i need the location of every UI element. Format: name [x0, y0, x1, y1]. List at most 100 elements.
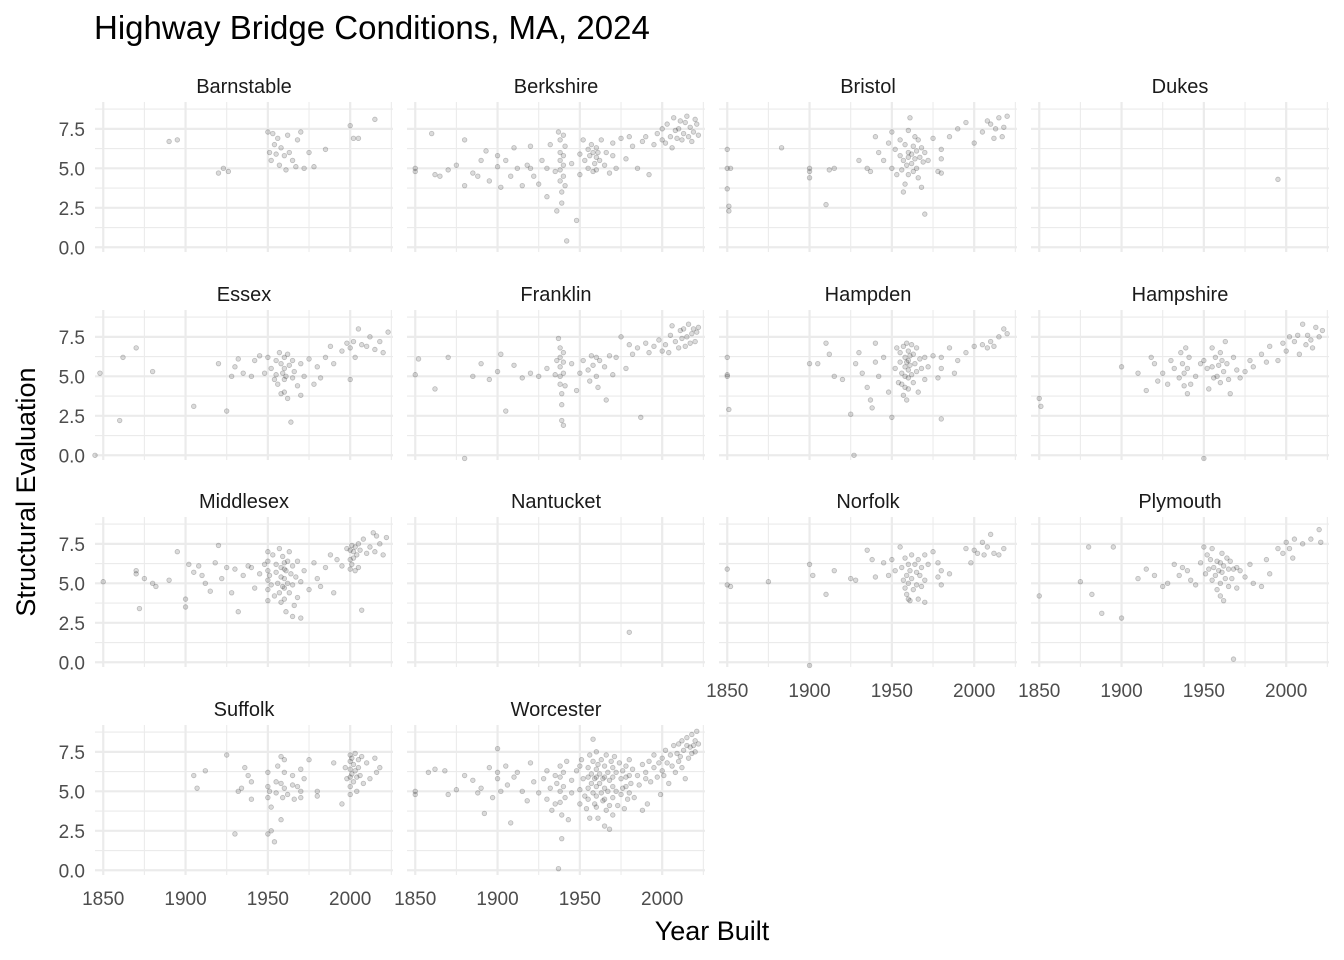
data-point [347, 783, 353, 790]
data-point [273, 151, 279, 157]
data-point [347, 547, 353, 553]
data-point [593, 749, 600, 755]
data-point [913, 582, 920, 588]
data-point [907, 567, 913, 574]
data-point [372, 755, 378, 761]
data-point [1267, 343, 1273, 350]
data-point [603, 397, 609, 403]
data-point [1135, 370, 1141, 376]
data-point [281, 757, 288, 763]
data-point [955, 357, 961, 364]
data-point [938, 416, 944, 422]
data-point [667, 752, 674, 758]
data-point [283, 609, 289, 615]
data-point [903, 572, 910, 579]
data-point [552, 772, 558, 779]
data-point [639, 138, 646, 145]
data-point [1118, 364, 1125, 370]
facet-label: Dukes [1152, 76, 1209, 98]
data-point [100, 579, 106, 585]
data-point [724, 354, 730, 361]
data-point [355, 135, 362, 142]
facet-label: Hampshire [1132, 284, 1229, 306]
data-point [587, 815, 593, 821]
data-point [623, 783, 629, 790]
data-point [527, 760, 534, 766]
data-point [826, 167, 833, 173]
data-point [415, 356, 422, 362]
data-point [461, 455, 468, 462]
data-point [252, 585, 258, 591]
panel-berkshire: Berkshire [407, 76, 705, 252]
data-point [984, 544, 991, 550]
y-tick-label: 7.5 [59, 743, 85, 764]
data-point [593, 154, 600, 160]
data-point [1197, 560, 1204, 566]
data-point [979, 539, 986, 545]
data-point [504, 782, 511, 788]
data-point [593, 774, 600, 780]
data-point [679, 764, 685, 771]
data-point [273, 790, 279, 796]
data-point [554, 357, 560, 364]
data-point [634, 165, 641, 172]
data-point [557, 167, 563, 173]
data-point [922, 376, 928, 383]
data-point [166, 577, 172, 583]
data-point [544, 796, 550, 802]
data-point [289, 772, 296, 779]
data-point [913, 345, 920, 351]
data-point [912, 561, 918, 568]
y-tick-label: 5.0 [59, 159, 85, 180]
data-point [806, 168, 813, 175]
data-point [367, 544, 373, 550]
data-point [349, 561, 355, 568]
data-point [354, 788, 360, 795]
data-point [1291, 536, 1298, 542]
data-point [294, 594, 301, 601]
data-point [987, 338, 994, 345]
data-point [885, 140, 892, 146]
data-point [679, 137, 685, 143]
data-point [494, 164, 501, 170]
data-point [864, 165, 870, 172]
data-point [298, 360, 304, 367]
data-point [238, 785, 245, 791]
data-point [1234, 367, 1240, 373]
data-point [166, 138, 172, 145]
data-point [334, 556, 340, 563]
data-point [580, 357, 586, 364]
data-point [248, 779, 255, 785]
data-point [610, 794, 616, 801]
data-point [1219, 357, 1225, 364]
data-point [585, 367, 591, 373]
data-point [279, 794, 286, 801]
data-point [624, 796, 631, 802]
data-point [899, 167, 905, 173]
data-point [913, 148, 920, 154]
data-point [951, 370, 958, 376]
data-point [601, 364, 608, 370]
data-point [590, 758, 596, 765]
data-point [220, 165, 227, 172]
data-point [301, 567, 307, 574]
data-point [963, 545, 969, 552]
data-point [1151, 572, 1158, 579]
data-point [590, 149, 596, 156]
data-point [498, 788, 504, 795]
data-point [910, 351, 916, 357]
data-point [593, 804, 600, 810]
data-point [1234, 585, 1240, 591]
data-point [647, 779, 654, 785]
data-point [248, 796, 255, 802]
data-point [905, 580, 912, 587]
data-point [902, 373, 908, 380]
data-point [1217, 379, 1224, 386]
data-point [1207, 556, 1214, 563]
x-tick-label: 1850 [394, 889, 436, 910]
data-point [679, 738, 685, 744]
y-tick-label: 0.0 [59, 653, 85, 674]
panel-middlesex: Middlesex 0.0 2.5 5.0 7.5 [59, 491, 393, 674]
data-point [925, 364, 931, 370]
data-point [347, 752, 353, 758]
